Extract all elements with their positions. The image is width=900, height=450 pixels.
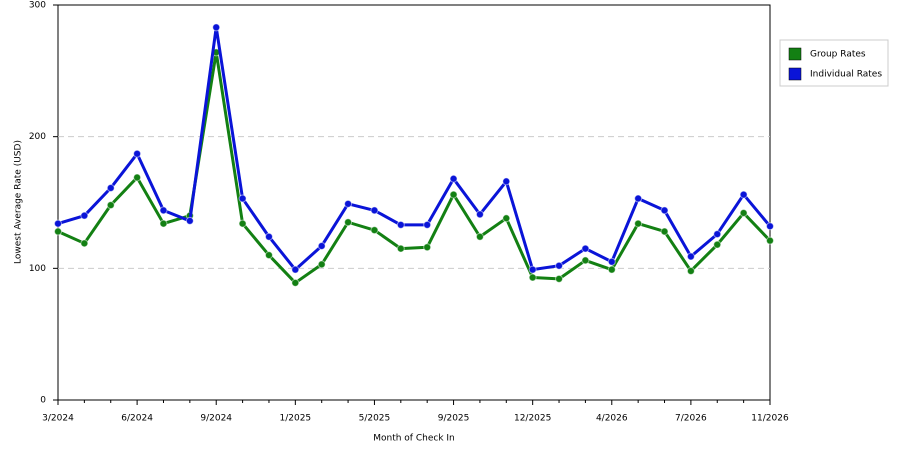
data-point: [264, 232, 273, 241]
data-point: [555, 261, 564, 270]
x-tick-label: 11/2026: [751, 414, 789, 424]
data-point: [713, 240, 722, 249]
data-point: [106, 184, 115, 193]
data-point: [634, 194, 643, 203]
data-point: [80, 211, 89, 220]
data-point: [159, 219, 168, 228]
data-point: [370, 206, 379, 215]
data-point: [133, 173, 142, 182]
y-axis-label: Lowest Average Rate (USD): [14, 140, 24, 264]
data-point: [528, 265, 537, 274]
data-point: [449, 174, 458, 183]
x-axis-label: Month of Check In: [373, 434, 455, 444]
data-point: [581, 256, 590, 265]
data-point: [686, 266, 695, 275]
data-point: [54, 227, 62, 236]
data-point: [449, 190, 458, 199]
data-point: [396, 220, 405, 229]
data-point: [54, 219, 62, 228]
x-tick-label: 9/2025: [438, 414, 470, 424]
legend-label: Individual Rates: [810, 70, 882, 80]
legend-label: Group Rates: [810, 50, 866, 60]
x-tick-label: 7/2026: [675, 414, 707, 424]
data-point: [766, 222, 774, 231]
x-tick-label: 1/2025: [279, 414, 311, 424]
data-point: [739, 190, 748, 199]
data-point: [291, 265, 300, 274]
data-point: [159, 206, 168, 215]
legend-swatch: [788, 67, 802, 81]
x-tick-label: 3/2024: [42, 414, 74, 424]
data-point: [344, 218, 353, 227]
data-point: [607, 257, 616, 266]
data-point: [238, 194, 247, 203]
data-point: [555, 274, 564, 283]
legend-swatch: [788, 47, 802, 61]
y-tick-label: 100: [29, 264, 46, 274]
data-point: [713, 230, 722, 239]
data-point: [475, 210, 484, 219]
data-point: [80, 239, 89, 248]
data-point: [475, 232, 484, 241]
data-point: [660, 227, 669, 236]
x-tick-label: 6/2024: [121, 414, 153, 424]
data-point: [106, 201, 115, 210]
data-point: [686, 252, 695, 261]
data-point: [396, 244, 405, 253]
data-point: [502, 214, 511, 223]
data-point: [317, 241, 326, 250]
data-point: [528, 273, 537, 282]
x-tick-label: 9/2024: [200, 414, 232, 424]
data-point: [634, 219, 643, 228]
series-line: [57, 25, 772, 272]
y-tick-label: 0: [40, 396, 46, 406]
x-tick-label: 12/2025: [514, 414, 551, 424]
data-point: [291, 278, 300, 287]
data-point: [766, 236, 774, 245]
data-point: [607, 265, 616, 274]
data-point: [739, 209, 748, 218]
y-tick-label: 200: [29, 132, 46, 142]
y-tick-label: 300: [29, 1, 46, 11]
data-point: [344, 199, 353, 208]
data-point: [423, 243, 432, 252]
x-tick-label: 4/2026: [596, 414, 628, 424]
data-point: [370, 226, 379, 235]
data-point: [264, 251, 273, 260]
data-point: [185, 216, 194, 225]
data-point: [212, 23, 221, 32]
data-point: [502, 177, 511, 186]
x-tick-label: 5/2025: [359, 414, 391, 424]
plot-frame: [57, 4, 771, 401]
series-line: [57, 50, 772, 285]
data-point: [317, 260, 326, 269]
data-point: [581, 244, 590, 253]
data-point: [238, 219, 247, 228]
data-point: [133, 149, 142, 158]
data-point: [423, 220, 432, 229]
data-point: [660, 206, 669, 215]
